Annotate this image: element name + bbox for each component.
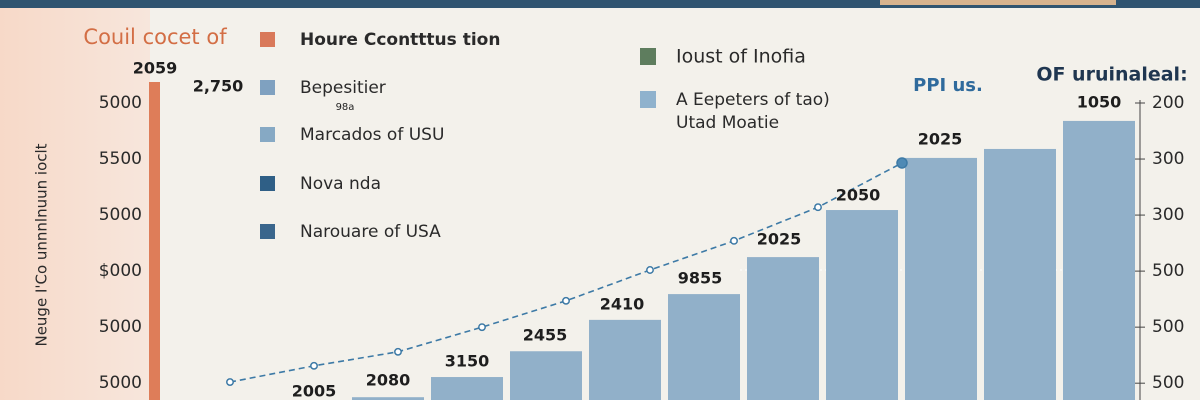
legend-label: Marcados of USU bbox=[300, 125, 444, 145]
y-tick-label: 5500 bbox=[99, 149, 142, 169]
trend-point bbox=[226, 378, 234, 387]
bar bbox=[589, 319, 661, 400]
annotation: 2410 bbox=[600, 295, 645, 314]
right-subtitle: PPI us. bbox=[913, 75, 983, 96]
legend-swatch bbox=[260, 224, 275, 239]
bar bbox=[826, 210, 898, 400]
left-panel bbox=[0, 0, 150, 400]
y-tick-label: $000 bbox=[99, 261, 142, 281]
trend-point bbox=[478, 323, 486, 332]
trend-point bbox=[646, 266, 654, 274]
banner-accent bbox=[880, 0, 1116, 5]
bar bbox=[668, 294, 740, 400]
y-tick-label: 5000 bbox=[99, 205, 142, 225]
trend-point bbox=[814, 203, 822, 212]
legend-label: Houre Ccontttus tion bbox=[300, 30, 500, 50]
legend-swatch bbox=[640, 48, 656, 65]
legend-label: Narouare of USA bbox=[300, 222, 441, 242]
y2-tick-label: 300 bbox=[1152, 149, 1184, 169]
legend-note: Utad Moatie bbox=[676, 113, 779, 133]
top-banner bbox=[0, 0, 1200, 8]
bar bbox=[352, 397, 424, 400]
trend-point bbox=[562, 296, 570, 305]
annotation: 2455 bbox=[523, 326, 568, 345]
legend-label: A Eepeters of tao) bbox=[676, 90, 830, 110]
bar bbox=[431, 377, 503, 400]
annotation: 2025 bbox=[918, 130, 963, 149]
annotation: 2080 bbox=[366, 371, 411, 390]
legend-label: Nova nda bbox=[300, 174, 381, 194]
y2-tick-label: 500 bbox=[1152, 261, 1184, 281]
annotation: 98a bbox=[336, 102, 355, 113]
bar bbox=[984, 148, 1056, 400]
y2-tick-label: 200 bbox=[1152, 93, 1184, 113]
y2-tick-label: 500 bbox=[1152, 373, 1184, 393]
legend-label: Bepesitier bbox=[300, 78, 386, 98]
bar bbox=[1063, 120, 1135, 400]
annotation: 9855 bbox=[678, 269, 723, 288]
legend-swatch bbox=[260, 80, 275, 95]
bar bbox=[905, 157, 977, 400]
bar bbox=[747, 257, 819, 400]
annotation: 1050 bbox=[1077, 93, 1122, 112]
right-title: OF uruinaleal: bbox=[1036, 64, 1187, 86]
y-tick-label: 5000 bbox=[99, 93, 142, 113]
trend-line bbox=[229, 162, 903, 383]
y2-tick-label: 300 bbox=[1152, 205, 1184, 225]
y-axis-label: Neuge I'Co unnnlnuun ioclt bbox=[33, 143, 51, 346]
y-tick-label: 5000 bbox=[99, 373, 142, 393]
legend-swatch bbox=[260, 127, 275, 142]
y-tick-label: 5000 bbox=[99, 317, 142, 337]
legend-swatch bbox=[260, 32, 275, 47]
trend-point bbox=[730, 236, 738, 245]
legend-swatch bbox=[260, 176, 275, 191]
trend-point bbox=[896, 157, 908, 169]
bar bbox=[510, 351, 582, 400]
annotation: 2050 bbox=[836, 186, 881, 205]
legend-swatch bbox=[640, 91, 656, 108]
legend-label: Ioust of Inofia bbox=[676, 46, 806, 68]
trend-point bbox=[394, 347, 402, 356]
annotation: 2025 bbox=[757, 230, 802, 249]
chart-title: Couil cocet of bbox=[83, 25, 227, 49]
y2-tick-label: 500 bbox=[1152, 317, 1184, 337]
annotation: 3150 bbox=[445, 352, 490, 371]
annotation: 2005 bbox=[292, 382, 337, 400]
trend-point bbox=[310, 361, 318, 370]
annotation: 2,750 bbox=[193, 77, 244, 96]
annotation: 2059 bbox=[133, 59, 178, 78]
accent-bar bbox=[149, 82, 160, 400]
